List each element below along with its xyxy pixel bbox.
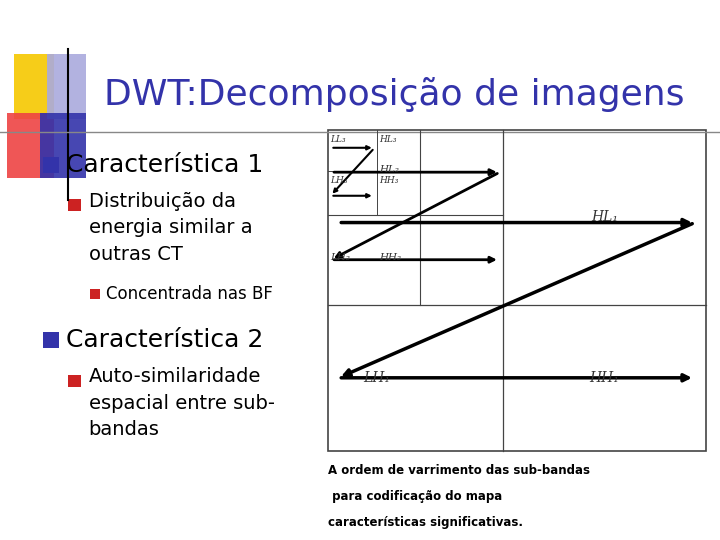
Text: Característica 2: Característica 2 (66, 328, 264, 352)
FancyBboxPatch shape (14, 54, 54, 119)
Text: HH₃: HH₃ (379, 176, 398, 185)
Text: Característica 1: Característica 1 (66, 153, 264, 177)
Text: LH₂: LH₂ (330, 253, 351, 261)
FancyBboxPatch shape (43, 157, 59, 173)
Text: A ordem de varrimento das sub-bandas: A ordem de varrimento das sub-bandas (328, 464, 590, 477)
Text: HH₂: HH₂ (379, 253, 402, 261)
Text: HL₃: HL₃ (379, 135, 397, 144)
FancyBboxPatch shape (43, 332, 59, 348)
Text: Auto-similaridade
espacial entre sub-
bandas: Auto-similaridade espacial entre sub- ba… (89, 367, 274, 439)
Text: LH₃: LH₃ (330, 176, 347, 185)
Text: Distribuição da
energia similar a
outras CT: Distribuição da energia similar a outras… (89, 192, 252, 264)
Text: HL₁: HL₁ (591, 210, 618, 224)
Text: HH₁: HH₁ (590, 371, 619, 385)
FancyBboxPatch shape (47, 54, 86, 119)
Text: DWT:Decomposição de imagens: DWT:Decomposição de imagens (104, 77, 685, 112)
FancyBboxPatch shape (7, 113, 54, 178)
FancyBboxPatch shape (90, 289, 100, 299)
FancyBboxPatch shape (68, 375, 81, 387)
Text: para codificação do mapa: para codificação do mapa (328, 490, 502, 503)
Text: HL₂: HL₂ (379, 165, 400, 174)
Text: LH₁: LH₁ (364, 371, 390, 385)
Text: Concentrada nas BF: Concentrada nas BF (106, 285, 273, 303)
FancyBboxPatch shape (40, 113, 86, 178)
Text: LL₃: LL₃ (330, 135, 346, 144)
Text: características significativas.: características significativas. (328, 516, 523, 529)
FancyBboxPatch shape (68, 199, 81, 211)
Bar (328, 130, 706, 451)
